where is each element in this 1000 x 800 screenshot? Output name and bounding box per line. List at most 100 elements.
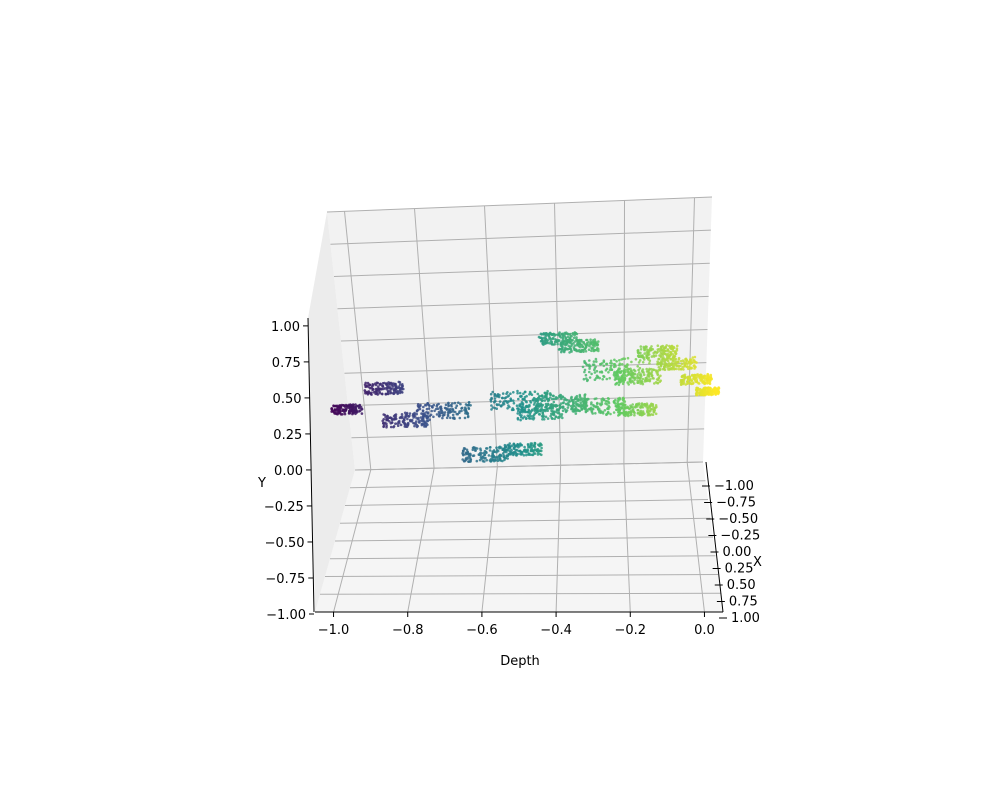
scatter-point [565,409,569,412]
scatter-point [618,411,622,415]
scatter-point [439,409,443,412]
scatter-point [496,457,499,460]
scatter-point [400,416,404,420]
scatter-point [693,373,697,377]
scatter-point [554,396,558,399]
scatter-point [572,336,576,340]
scatter-point [385,382,389,385]
scatter-point [527,411,530,414]
scatter-point [624,414,627,418]
scatter-point [717,388,720,391]
scatter-point [441,414,445,417]
scatter-point [492,454,495,458]
scatter-point [561,332,564,336]
scatter-point [539,409,542,413]
depth-axis-label: Depth [500,654,540,669]
scatter-point [664,362,668,366]
scatter-point [562,335,565,338]
scatter-point [641,355,644,359]
scatter-point [673,354,677,358]
scatter-point [407,415,411,418]
scatter-point [686,380,689,384]
scatter-point [413,422,416,425]
scatter-point [588,370,591,374]
scatter-point [701,391,704,394]
scatter-point [453,410,457,414]
scatter-point [499,454,503,457]
scatter-point [390,416,393,420]
scatter-point [595,374,599,378]
y-tick-label: 1.00 [271,320,300,335]
scatter-point [396,424,400,428]
y-axis-line [307,317,315,613]
scatter-point [512,391,515,394]
scatter-point [594,357,598,361]
scatter-point [434,407,438,411]
scatter-point [544,415,548,419]
scatter-point [602,359,606,363]
scatter-point [457,401,460,405]
scatter-point [490,408,493,411]
scatter-point [458,416,462,420]
scatter-point [654,369,657,372]
scatter-point [386,390,390,394]
scatter-point [705,379,709,382]
x-tick-label: 0.25 [725,562,754,577]
scatter-point [550,342,553,346]
scatter-point [345,404,349,408]
scatter-point [398,388,402,392]
scatter-point [554,405,558,408]
scatter-point [605,377,609,381]
scatter-point [518,444,521,448]
scatter-point [709,391,713,395]
scatter-point [626,363,629,366]
scatter-point [542,396,545,400]
scatter-point [570,407,574,410]
scatter-point [554,338,558,342]
scatter-point [423,403,427,407]
scatter-point [445,416,449,420]
scatter-point [535,449,538,452]
scatter-point [649,372,652,376]
scatter-point [402,417,406,421]
scatter-point [459,402,462,406]
scatter-point [582,340,585,344]
scatter-point [507,400,511,403]
scatter-point [437,410,441,414]
scatter-point [527,445,530,449]
scatter-point [613,370,616,374]
grid-line [326,196,713,213]
scatter-point [694,392,698,395]
scatter-point [389,421,393,425]
scatter-point [568,351,571,354]
scatter-point [498,456,502,460]
scatter-point [444,403,448,407]
scatter-point [693,377,697,380]
scatter-point [648,362,651,365]
scatter-point [545,405,548,408]
scatter-point [400,386,404,390]
scatter-point [686,377,690,380]
scatter-point [608,376,611,380]
scatter-point [532,418,535,421]
scatter-point [377,385,380,389]
scatter-point [370,386,373,390]
scatter-point [648,359,652,363]
scatter-point [561,409,565,413]
scatter-point [699,379,702,382]
scatter-point [597,408,600,411]
scatter-point [582,350,585,354]
scatter-point [432,415,435,419]
scatter-point [475,447,479,450]
grid-line [329,555,716,560]
scatter-point [397,385,401,388]
scatter-point [330,407,334,410]
scatter-point [695,386,698,390]
scatter-point [522,454,526,457]
scatter-point [493,393,497,396]
scatter-point [507,394,511,398]
scatter-point [451,408,455,412]
y-tick-label: 0.00 [274,464,303,479]
scatter-point [559,336,563,339]
scatter-point [536,396,540,400]
